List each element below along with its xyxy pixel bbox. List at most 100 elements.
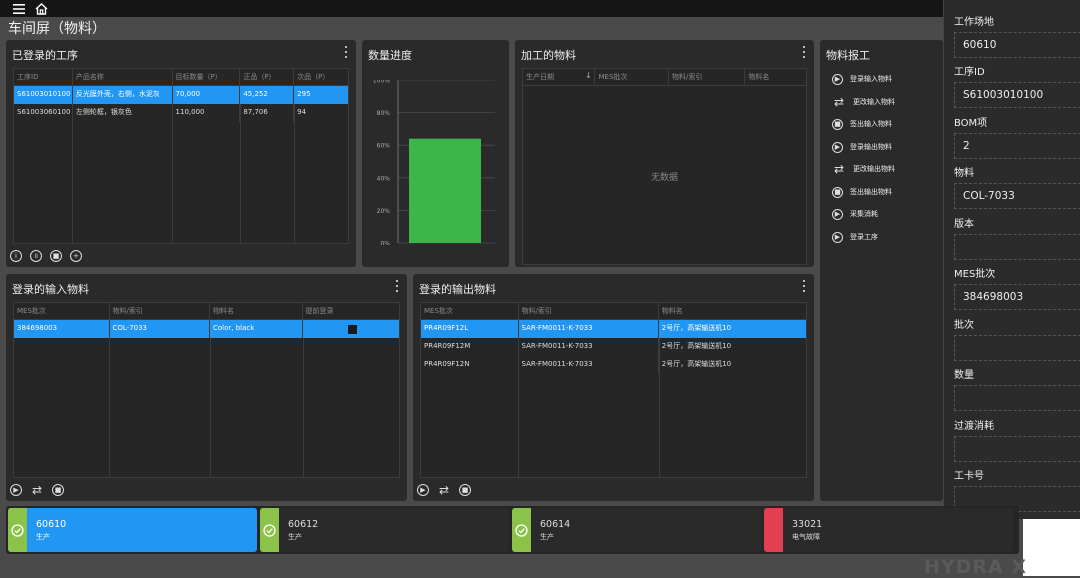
table-cell: 94 [297, 108, 307, 116]
workplace-tile[interactable]: 33021 电气故障 [764, 508, 1013, 552]
field-value[interactable] [954, 234, 1080, 260]
field-value[interactable] [954, 335, 1080, 361]
more-options-icon[interactable] [802, 46, 806, 58]
output-materials-table: MES批次 物料/索引 物料名 PR4R09F12L SAR-FM0011-K-… [420, 302, 807, 478]
field-label: 工作场地 [954, 17, 994, 28]
workplace-id: 33021 [792, 519, 823, 530]
swap-icon: ⇄ [833, 95, 845, 109]
table-row[interactable]: PR4R09F12L SAR-FM0011-K-7033 2号厅，高架输送机10 [421, 320, 806, 338]
field-value[interactable]: 60610 [954, 32, 1080, 58]
collect-consumption-button[interactable]: ▶ 采集消耗 [826, 204, 938, 224]
change-input-material-button[interactable]: ⇄ 更改输入物料 [826, 92, 938, 112]
table-row[interactable]: PR4R09F12N SAR-FM0011-K-7033 2号厅，高架输送机10 [421, 356, 806, 374]
column-header[interactable]: 物料名 [748, 73, 770, 81]
field-label: BOM项 [954, 118, 988, 129]
table-row[interactable]: S61003010100 反光膜外壳，右侧，水泥灰 70,000 45,252 … [14, 86, 348, 104]
stop-icon[interactable]: ■ [52, 484, 64, 496]
field-label: 过渡消耗 [954, 421, 994, 432]
field-value[interactable]: 384698003 [954, 284, 1080, 310]
field-value[interactable] [954, 385, 1080, 411]
change-output-material-button[interactable]: ⇄ 更改输出物料 [826, 159, 938, 179]
play-icon: ▶ [832, 141, 843, 153]
field-value[interactable]: COL-7033 [954, 183, 1080, 209]
column-header[interactable]: 工序ID [14, 69, 73, 85]
stop-icon[interactable]: ■ [459, 484, 471, 496]
button-label: 更改输入物料 [853, 98, 895, 106]
swap-icon[interactable]: ⇄ [31, 483, 43, 497]
input-materials-table: MES批次 物料/索引 物料名 提前登录 384698003 COL-7033 … [13, 302, 400, 478]
column-header[interactable]: 正品（P） [240, 69, 295, 85]
workplace-tile[interactable]: 60614 生产 [512, 508, 761, 552]
table-cell: 2号厅，高架输送机10 [661, 324, 732, 332]
login-output-material-button[interactable]: ▶ 登录输出物料 [826, 137, 938, 157]
y-tick-label: 20% [377, 208, 391, 215]
column-header[interactable]: MES批次 [421, 303, 519, 319]
button-label: 登录输出物料 [850, 143, 892, 151]
column-header[interactable]: 提前登录 [305, 307, 334, 315]
login-input-material-button[interactable]: ▶ 登录输入物料 [826, 69, 938, 89]
column-header[interactable]: MES批次 [14, 303, 110, 319]
quantity-field: 数量 [954, 366, 1080, 411]
column-header[interactable]: 产品名称 [73, 69, 173, 85]
checkbox[interactable] [347, 324, 357, 334]
field-value[interactable]: 2 [954, 133, 1080, 159]
button-label: 签出输出物料 [850, 188, 892, 196]
batch-field: 批次 [954, 316, 1080, 361]
table-cell: PR4R09F12N [421, 356, 519, 374]
more-options-icon[interactable] [395, 280, 399, 292]
column-header[interactable]: 物料/索引 [669, 69, 746, 85]
workplace-tile[interactable]: 60612 生产 [260, 508, 509, 552]
button-label: 更改输出物料 [853, 165, 895, 173]
blank-area [1023, 519, 1080, 576]
panel-title: 登录的输入物料 [12, 283, 89, 296]
workplace-status: 生产 [36, 533, 50, 541]
bom-item-field: BOM项 2 [954, 114, 1080, 159]
table-row[interactable]: PR4R09F12M SAR-FM0011-K-7033 2号厅，高架输送机10 [421, 338, 806, 356]
panel-title: 数量进度 [368, 49, 412, 62]
panel-title: 登录的输出物料 [419, 283, 496, 296]
input-materials-panel: 登录的输入物料 MES批次 物料/索引 物料名 提前登录 384698003 C… [6, 274, 407, 501]
play-icon[interactable]: ▶ [417, 484, 429, 496]
column-header[interactable]: MES批次 [595, 69, 669, 85]
play-icon[interactable]: ▶ [10, 484, 22, 496]
stop-icon: ■ [832, 186, 843, 198]
more-options-icon[interactable] [344, 46, 348, 58]
output-materials-panel: 登录的输出物料 MES批次 物料/索引 物料名 PR4R09F12L SAR-F… [413, 274, 814, 501]
check-circle-icon [512, 508, 531, 552]
stop-icon[interactable]: ■ [50, 250, 62, 262]
button-label: 登录输入物料 [850, 75, 892, 83]
panel-title: 加工的物料 [521, 49, 576, 62]
column-header[interactable]: 物料/索引 [519, 303, 659, 319]
table-cell: S61003060100 [14, 104, 73, 122]
workplace-tile[interactable]: 60610 生产 [8, 508, 257, 552]
operations-table: 工序ID 产品名称 目标数量（P） 正品（P） 次品（P） S610030101… [13, 68, 349, 244]
version-field: 版本 [954, 215, 1080, 260]
add-icon[interactable]: + [70, 250, 82, 262]
more-options-icon[interactable] [802, 280, 806, 292]
swap-icon[interactable]: ⇄ [438, 483, 450, 497]
table-cell: S61003010100 [14, 86, 73, 104]
field-label: MES批次 [954, 269, 996, 280]
column-header[interactable]: 物料/索引 [110, 303, 210, 319]
sort-arrow-icon[interactable]: ↓ [585, 71, 592, 80]
column-header[interactable]: 次品（P） [297, 73, 330, 81]
table-row[interactable]: S61003060100 左侧轮框，银灰色 110,000 87,706 94 [14, 104, 348, 122]
checkout-input-material-button[interactable]: ■ 签出输入物料 [826, 114, 938, 134]
column-header[interactable]: 物料名 [210, 303, 303, 319]
login-operation-button[interactable]: ▶ 登录工序 [826, 227, 938, 247]
home-icon[interactable] [34, 2, 48, 16]
column-header[interactable]: 目标数量（P） [173, 69, 241, 85]
table-row[interactable]: 384698003 COL-7033 Color, black [14, 320, 399, 338]
info-icon[interactable]: i [10, 250, 22, 262]
checkout-output-material-button[interactable]: ■ 签出输出物料 [826, 182, 938, 202]
field-label: 数量 [954, 370, 974, 381]
field-value[interactable]: S61003010100 [954, 82, 1080, 108]
panel-title: 已登录的工序 [12, 49, 78, 62]
table-cell: 87,706 [240, 104, 295, 122]
menu-icon[interactable] [12, 2, 26, 16]
table-cell [303, 320, 400, 338]
field-value[interactable] [954, 436, 1080, 462]
column-header[interactable]: 生产日期 [523, 69, 596, 85]
column-header[interactable]: 物料名 [661, 307, 683, 315]
pause-icon[interactable]: ॥ [30, 250, 42, 262]
